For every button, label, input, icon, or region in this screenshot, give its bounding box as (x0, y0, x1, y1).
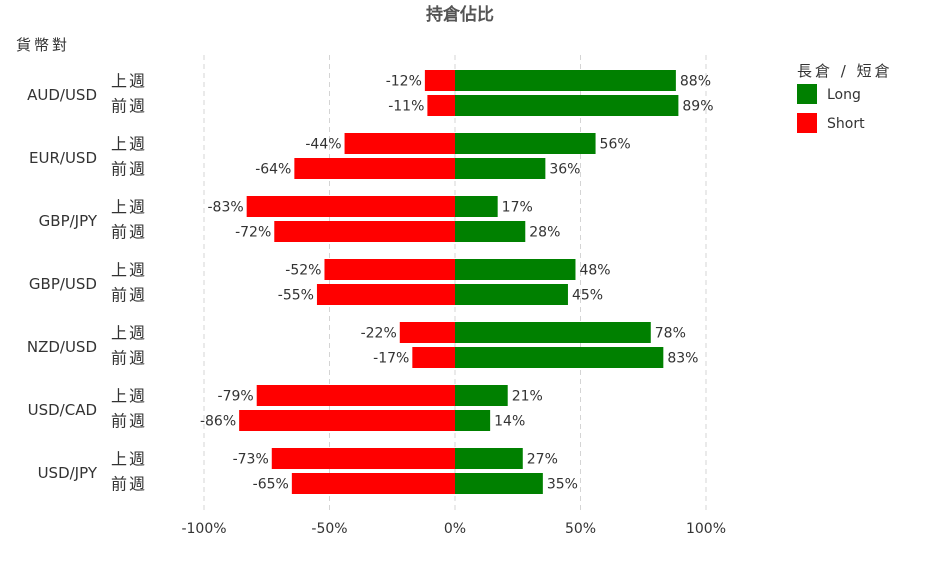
legend-label: Long (827, 87, 861, 103)
long-bar (455, 448, 523, 469)
long-value-label: 36% (549, 162, 580, 178)
period-label: 前週 (111, 286, 147, 305)
short-value-label: -55% (278, 288, 314, 304)
x-tick-label: -50% (311, 521, 347, 537)
short-bar (427, 95, 455, 116)
short-bar (316, 284, 455, 305)
long-bar (455, 347, 664, 368)
legend: 長倉 / 短倉 Long Short (797, 62, 893, 133)
short-bar (424, 70, 455, 91)
category-label: NZD/USD (27, 338, 97, 356)
short-bar (294, 158, 455, 179)
long-value-label: 27% (527, 452, 558, 468)
long-bar (455, 158, 546, 179)
short-value-label: -65% (253, 477, 289, 493)
short-bar (256, 385, 455, 406)
legend-title: 長倉 / 短倉 (797, 62, 893, 80)
period-label: 前週 (111, 160, 147, 179)
short-value-label: -52% (285, 263, 321, 279)
legend-swatch (797, 84, 817, 104)
short-bar (344, 133, 455, 154)
long-bar (455, 95, 679, 116)
short-value-label: -73% (233, 452, 269, 468)
long-bar (455, 473, 543, 494)
short-value-label: -44% (305, 137, 341, 153)
period-label: 前週 (111, 475, 147, 494)
short-value-label: -83% (207, 200, 243, 216)
legend-swatch (797, 113, 817, 133)
long-bar (455, 70, 676, 91)
chart-title: 持倉佔比 (426, 4, 494, 25)
long-value-label: 88% (680, 74, 711, 90)
short-value-label: -12% (386, 74, 422, 90)
bars-group (239, 70, 679, 494)
short-bar (291, 473, 455, 494)
short-value-label: -79% (218, 389, 254, 405)
y-axis-title: 貨幣對 (16, 36, 70, 54)
x-tick-label: -100% (181, 521, 226, 537)
short-bar (399, 322, 455, 343)
long-value-label: 17% (502, 200, 533, 216)
legend-label: Short (827, 116, 865, 132)
short-bar (246, 196, 455, 217)
category-label: USD/JPY (38, 464, 98, 482)
short-bar (412, 347, 455, 368)
short-value-label: -86% (200, 414, 236, 430)
period-label: 上週 (111, 450, 147, 469)
long-value-label: 28% (529, 225, 560, 241)
period-label: 前週 (111, 349, 147, 368)
long-bar (455, 259, 576, 280)
short-bar (239, 410, 455, 431)
long-value-label: 14% (494, 414, 525, 430)
category-label: USD/CAD (28, 401, 97, 419)
period-label: 前週 (111, 412, 147, 431)
period-label: 上週 (111, 387, 147, 406)
x-tick-label: 0% (444, 521, 466, 537)
short-value-label: -72% (235, 225, 271, 241)
long-value-label: 78% (655, 326, 686, 342)
short-value-label: -11% (388, 99, 424, 115)
category-label: GBP/USD (29, 275, 97, 293)
period-label: 前週 (111, 97, 147, 116)
long-value-label: 21% (512, 389, 543, 405)
long-bar (455, 284, 568, 305)
short-bar (324, 259, 455, 280)
long-bar (455, 221, 526, 242)
long-bar (455, 196, 498, 217)
period-label: 上週 (111, 72, 147, 91)
long-value-label: 56% (600, 137, 631, 153)
x-tick-label: 50% (565, 521, 596, 537)
category-label: EUR/USD (29, 149, 97, 167)
short-value-label: -22% (361, 326, 397, 342)
long-bar (455, 133, 596, 154)
period-label: 上週 (111, 135, 147, 154)
long-value-label: 35% (547, 477, 578, 493)
long-value-label: 45% (572, 288, 603, 304)
long-bar (455, 385, 508, 406)
short-bar (274, 221, 455, 242)
category-label: AUD/USD (27, 86, 97, 104)
period-label: 前週 (111, 223, 147, 242)
long-bar (455, 322, 651, 343)
category-label: GBP/JPY (39, 212, 98, 230)
period-label: 上週 (111, 261, 147, 280)
short-bar (271, 448, 455, 469)
long-value-label: 48% (579, 263, 610, 279)
x-axis-ticks: -100% -50% 0% 50% 100% (181, 521, 726, 537)
labels-group: AUD/USD 上週 -12% 88% 前週 -11% 89% EUR/USD 上週 -44% 56… (27, 72, 714, 494)
period-label: 上週 (111, 198, 147, 217)
x-tick-label: 100% (686, 521, 726, 537)
short-value-label: -17% (373, 351, 409, 367)
long-value-label: 83% (667, 351, 698, 367)
short-value-label: -64% (255, 162, 291, 178)
period-label: 上週 (111, 324, 147, 343)
long-bar (455, 410, 491, 431)
long-value-label: 89% (682, 99, 713, 115)
grid-lines (203, 55, 707, 510)
